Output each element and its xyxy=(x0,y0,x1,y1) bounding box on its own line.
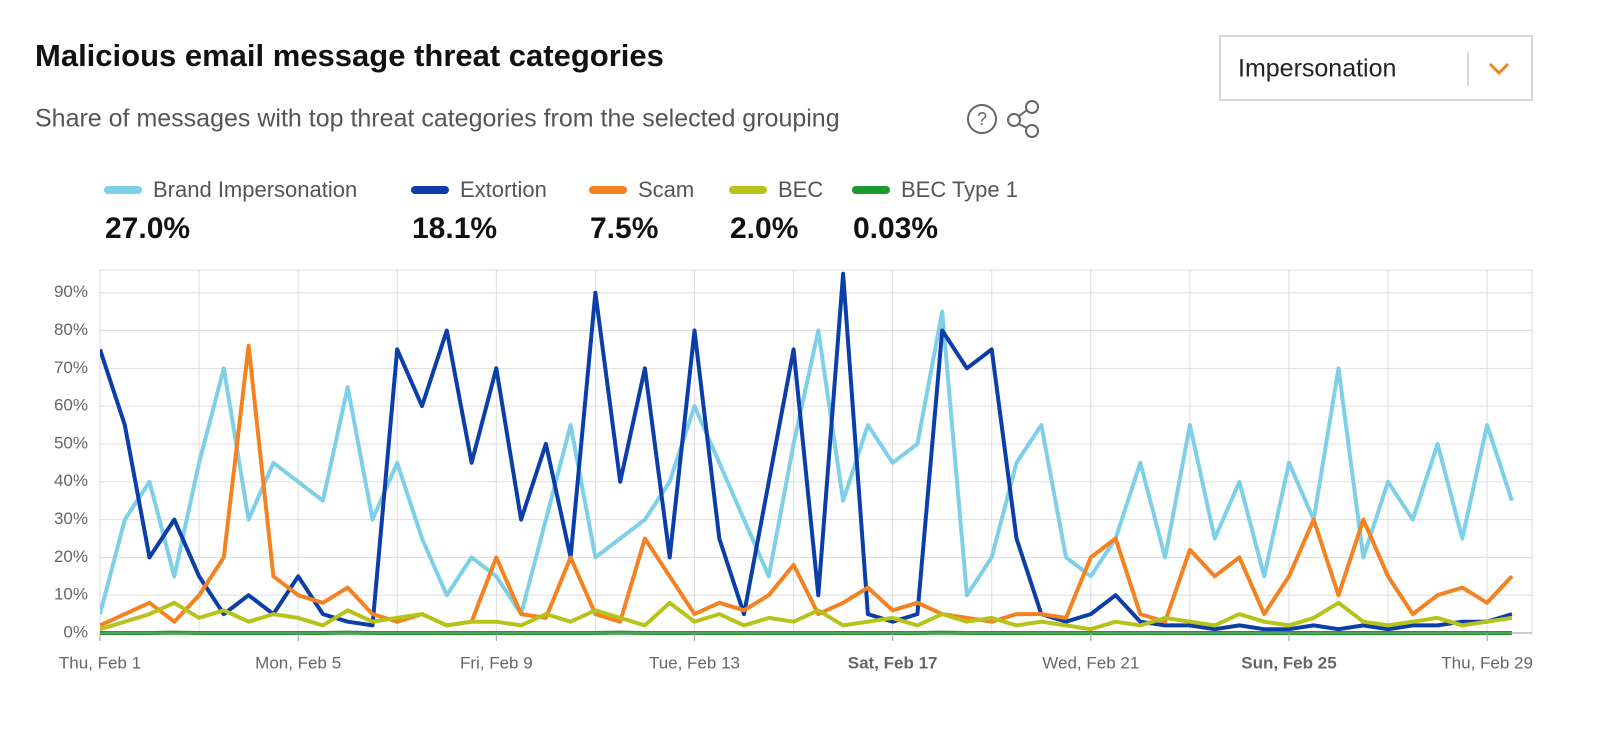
dropdown[interactable]: Impersonation xyxy=(1220,36,1532,100)
legend-label: BEC Type 1 xyxy=(901,177,1018,202)
svg-text:?: ? xyxy=(977,109,987,129)
series-line xyxy=(100,274,1512,629)
x-tick-label: Sat, Feb 17 xyxy=(848,653,938,672)
legend-value: 2.0% xyxy=(730,212,798,245)
x-tick-label: Thu, Feb 29 xyxy=(1441,653,1533,672)
x-tick-label: Thu, Feb 1 xyxy=(59,653,141,672)
x-tick-label: Wed, Feb 21 xyxy=(1042,653,1139,672)
y-tick-label: 10% xyxy=(54,585,88,604)
y-tick-label: 30% xyxy=(54,509,88,528)
legend-value: 0.03% xyxy=(853,212,938,245)
legend-label: BEC xyxy=(778,177,823,202)
chart-subtitle: Share of messages with top threat catego… xyxy=(35,105,840,133)
dropdown-label: Impersonation xyxy=(1238,55,1396,83)
legend-value: 27.0% xyxy=(105,212,190,245)
share-icon[interactable] xyxy=(1008,101,1038,137)
legend-value: 18.1% xyxy=(412,212,497,245)
x-tick-label: Mon, Feb 5 xyxy=(255,653,341,672)
y-tick-label: 80% xyxy=(54,320,88,339)
series-line xyxy=(100,603,1512,629)
y-tick-label: 50% xyxy=(54,433,88,452)
help-icon[interactable]: ? xyxy=(968,105,996,133)
y-tick-label: 40% xyxy=(54,471,88,490)
legend-label: Scam xyxy=(638,177,694,202)
legend-label: Extortion xyxy=(460,177,547,202)
y-tick-label: 90% xyxy=(54,282,88,301)
chart-title: Malicious email message threat categorie… xyxy=(35,38,664,73)
y-tick-label: 60% xyxy=(54,396,88,415)
y-tick-label: 0% xyxy=(63,622,88,641)
y-tick-label: 20% xyxy=(54,547,88,566)
x-tick-label: Tue, Feb 13 xyxy=(649,653,740,672)
legend-label: Brand Impersonation xyxy=(153,177,357,202)
x-tick-label: Sun, Feb 25 xyxy=(1241,653,1336,672)
legend-value: 7.5% xyxy=(590,212,658,245)
x-tick-label: Fri, Feb 9 xyxy=(460,653,533,672)
y-tick-label: 70% xyxy=(54,358,88,377)
